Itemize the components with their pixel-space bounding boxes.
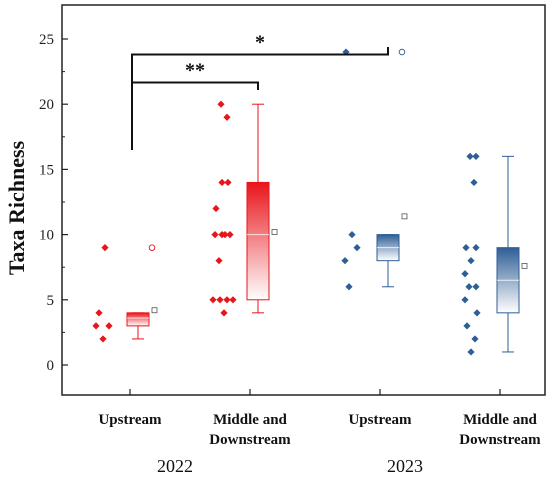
data-point	[105, 322, 113, 330]
y-tick-label: 25	[39, 32, 54, 48]
category-label: Middle and	[463, 412, 537, 428]
outlier-point	[148, 244, 156, 251]
bracket-line	[131, 47, 389, 150]
bracket-line	[131, 81, 259, 150]
y-tick-label: 20	[39, 97, 54, 113]
significance-label: **	[185, 60, 205, 82]
series-group	[461, 152, 528, 356]
data-point	[472, 244, 480, 252]
significance-label: *	[255, 31, 265, 53]
category-label: Middle and	[213, 412, 287, 428]
x-axis-labels: Upstream Middle and Downstream Upstream Midd…	[98, 412, 541, 476]
data-point	[348, 231, 356, 239]
y-axis: 0 5 10 15 20 25	[39, 32, 501, 395]
year-label: 2023	[387, 456, 423, 476]
data-point	[471, 335, 479, 343]
category-label: Downstream	[459, 432, 541, 448]
data-point	[353, 244, 361, 252]
series-group	[209, 100, 278, 317]
mean-marker	[401, 213, 408, 220]
outlier-point	[398, 48, 406, 56]
y-axis-label: Taxa Richness	[4, 140, 29, 275]
data-point	[345, 283, 353, 291]
data-point	[217, 100, 225, 108]
data-point	[472, 152, 480, 160]
data-point	[218, 178, 226, 187]
data-point	[463, 322, 471, 330]
data-point	[211, 231, 219, 239]
data-point	[226, 231, 234, 239]
data-point	[461, 296, 469, 304]
significance-bracket: **	[131, 60, 259, 150]
category-label: Downstream	[209, 432, 291, 448]
mean-marker	[521, 262, 528, 269]
data-point	[462, 244, 470, 252]
data-point	[465, 283, 473, 291]
data-point	[473, 309, 481, 317]
category-label: Upstream	[348, 412, 412, 428]
mean-marker	[271, 229, 278, 235]
data-point	[209, 296, 217, 304]
significance-layer: ***	[131, 31, 389, 150]
data-point	[221, 231, 229, 239]
data-point	[223, 113, 231, 121]
category-label: Upstream	[98, 412, 162, 428]
y-tick-label: 5	[47, 293, 55, 309]
y-tick-label: 0	[47, 358, 55, 374]
data-point	[467, 348, 475, 356]
data-point	[472, 283, 480, 291]
data-point	[224, 178, 232, 187]
series-layer	[92, 48, 528, 356]
data-point	[95, 309, 103, 317]
data-point	[229, 296, 237, 304]
mean-marker	[151, 307, 158, 314]
significance-bracket: *	[131, 31, 389, 150]
data-point	[466, 152, 474, 160]
series-group	[341, 48, 408, 291]
series-group	[92, 244, 158, 343]
data-point	[99, 335, 107, 343]
y-tick-label: 10	[39, 228, 54, 244]
year-label: 2022	[157, 456, 193, 476]
data-point	[470, 178, 478, 187]
data-point	[467, 257, 475, 265]
box-body	[246, 181, 270, 301]
data-point	[215, 257, 223, 265]
data-point	[101, 244, 109, 252]
data-point	[92, 322, 100, 330]
plot-frame	[61, 4, 546, 396]
data-point	[341, 257, 349, 265]
box-body	[126, 312, 150, 327]
y-tick-label: 15	[39, 162, 54, 178]
data-point	[461, 270, 469, 278]
data-point	[216, 296, 224, 304]
data-point	[212, 204, 220, 213]
data-point	[223, 296, 231, 304]
data-point	[220, 309, 228, 317]
